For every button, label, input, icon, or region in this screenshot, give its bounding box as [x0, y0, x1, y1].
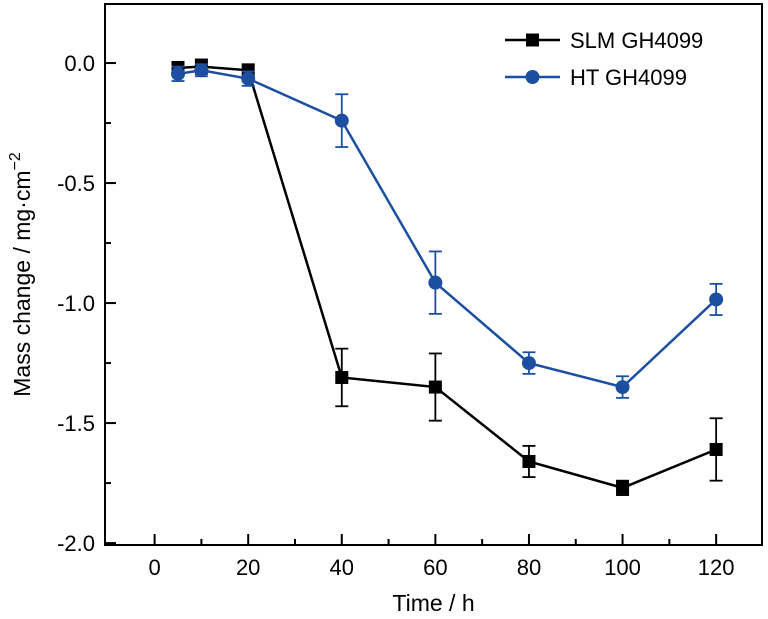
x-tick-label: 120: [698, 555, 735, 580]
legend-marker-circle: [525, 70, 540, 84]
y-tick-label: -0.5: [57, 171, 95, 196]
y-tick-label: -2.0: [57, 531, 95, 556]
plot-frame: [104, 3, 763, 546]
data-point-marker-circle: [194, 63, 209, 78]
x-tick-label: 40: [330, 555, 354, 580]
legend-item: SLM GH4099: [505, 28, 703, 53]
x-tick-label: 100: [604, 555, 641, 580]
legend-item: HT GH4099: [505, 65, 687, 90]
data-point-marker-circle: [171, 66, 185, 81]
series-ht-gh4099: [171, 63, 724, 399]
x-tick-label: 60: [423, 555, 447, 580]
data-point-marker-square: [335, 370, 349, 384]
legend-label: SLM GH4099: [570, 28, 703, 53]
data-point-marker-circle: [615, 380, 630, 395]
data-point-marker-square: [709, 442, 723, 456]
legend-marker-square: [526, 33, 539, 47]
data-point-marker-circle: [521, 356, 536, 371]
data-point-marker-circle: [241, 71, 256, 86]
series-line: [177, 68, 717, 389]
x-tick-label: 80: [517, 555, 541, 580]
data-point-marker-square: [522, 454, 536, 468]
x-tick-label: 20: [236, 555, 260, 580]
series-line: [177, 65, 717, 490]
series-slm-gh4099: [171, 58, 723, 496]
data-point-marker-circle: [334, 113, 349, 128]
y-tick-label: -1.0: [57, 291, 95, 316]
y-tick-label: 0.0: [64, 51, 95, 76]
x-axis-label: Time / h: [392, 590, 474, 616]
data-point-marker-circle: [709, 292, 724, 307]
data-point-marker-circle: [428, 275, 443, 290]
y-axis-label: Mass change / mg·cm−2: [7, 152, 35, 397]
data-point-marker-square: [428, 380, 442, 394]
x-tick-label: 0: [148, 555, 160, 580]
y-tick-label: -1.5: [57, 411, 95, 436]
legend-label: HT GH4099: [570, 65, 687, 90]
data-point-marker-square: [616, 481, 630, 495]
